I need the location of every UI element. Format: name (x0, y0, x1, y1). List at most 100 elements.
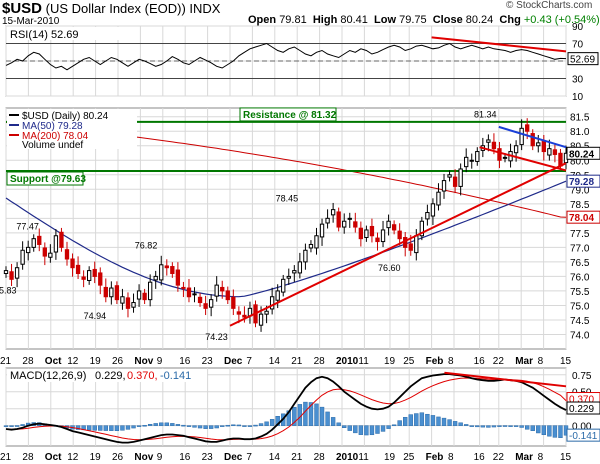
rsi-line (5, 42, 567, 71)
candle-body (125, 297, 131, 309)
candle-body (536, 142, 541, 147)
candle-body (109, 287, 114, 298)
macd-histogram-bar (447, 419, 452, 426)
macd-legend-title: MACD(12,26,9) (10, 370, 86, 382)
macd-histogram-bar (314, 403, 319, 426)
rsi-tick-label: 90 (572, 22, 584, 33)
candle-body (353, 221, 358, 228)
macd-histogram-bar (347, 425, 352, 431)
macd-histogram-bar (92, 425, 97, 431)
macd-histogram-bar (269, 419, 275, 426)
symbol-label: $USD (2, 0, 43, 17)
price-annotation: 77.47 (16, 222, 39, 232)
candle-body (325, 217, 330, 224)
macd-histogram-bar (75, 425, 81, 430)
candle-body (3, 270, 9, 275)
macd-legend-signal: 0.370, (127, 370, 158, 382)
legend-daily: $USD (Daily) 80.24 (22, 111, 109, 122)
candle-body (98, 272, 103, 286)
candle-body (20, 249, 25, 265)
candle-body (502, 156, 508, 159)
candle-body (541, 140, 546, 153)
price-annotation: 78.45 (276, 193, 299, 203)
candle-body (53, 235, 59, 253)
macd-histogram-bar (14, 425, 20, 427)
rsi-tick-label: 30 (572, 75, 584, 86)
price-legend-bg (7, 109, 137, 149)
macd-x-tick-label: 9 (157, 452, 163, 463)
candle-body (87, 270, 92, 281)
chart-date: 15-Mar-2010 (2, 16, 60, 27)
candle-body (120, 296, 125, 304)
price-annotation: 74.23 (205, 332, 228, 342)
price-trendline (479, 146, 567, 172)
macd-histogram-bar (336, 422, 341, 426)
symbol-name: (US Dollar Index (EOD)) (45, 1, 186, 16)
macd-trendline (444, 371, 567, 388)
price-x-tick-label: Dec (224, 356, 243, 367)
candle-body (269, 296, 275, 310)
candle-body (197, 296, 203, 304)
macd-histogram-bar (147, 423, 153, 426)
macd-tick-label: 0.75 (572, 371, 592, 382)
candle-body (425, 212, 430, 220)
macd-histogram-bar (231, 424, 236, 427)
macd-x-tick-label: 11 (358, 452, 369, 463)
macd-histogram-bar (491, 425, 497, 428)
candle-body (92, 268, 97, 277)
macd-histogram-bar (3, 425, 9, 427)
exchange-label: INDX (189, 1, 221, 16)
macd-x-tick-label: 7 (246, 452, 252, 463)
macd-histogram-bar (197, 425, 203, 429)
close-value: 80.24 (465, 14, 494, 26)
rsi-legend: RSI(14) 52.69 (10, 29, 78, 41)
macd-histogram-bar (236, 424, 242, 427)
price-trendline (229, 162, 567, 327)
candle-body (142, 292, 147, 301)
macd-histogram-bar (120, 425, 125, 431)
legend-ma200: MA(200) 78.04 (22, 131, 89, 142)
macd-x-tick-label: 2010 (336, 452, 359, 463)
macd-x-tick-label: 16 (474, 452, 486, 463)
macd-x-tick-label: Dec (224, 452, 243, 463)
price-tick-label: 77.5 (570, 229, 590, 240)
macd-x-tick-label: 8 (538, 452, 544, 463)
candle-body (59, 231, 64, 248)
macd-histogram-bar (142, 424, 147, 427)
macd-histogram-bar (203, 425, 208, 429)
price-x-tick-label: 26 (112, 356, 124, 367)
candle-body (136, 290, 142, 300)
candle-body (497, 148, 502, 161)
price-annotation: 75.83 (0, 285, 17, 295)
macd-x-tick-label: 22 (493, 452, 505, 463)
macd-histogram-bar (558, 425, 563, 438)
macd-histogram-bar (325, 411, 330, 426)
candle-body (452, 176, 458, 187)
macd-histogram-bar (208, 425, 214, 429)
price-annotation: 76.82 (135, 241, 158, 251)
macd-histogram-bar (136, 425, 142, 427)
macd-histogram-bar (98, 425, 103, 431)
macd-histogram-bar (519, 425, 524, 428)
macd-histogram-bar (247, 425, 253, 427)
candle-body (530, 133, 535, 147)
candle-body (103, 286, 108, 298)
macd-histogram-bar (109, 425, 114, 431)
macd-histogram-bar (547, 425, 552, 437)
macd-x-tick-label: 21 (291, 452, 303, 463)
candle-body (297, 261, 303, 274)
price-x-tick-label: 19 (384, 356, 396, 367)
price-x-tick-label: Oct (45, 356, 62, 367)
ma50-value-label: 79.28 (569, 177, 594, 188)
candle-body (264, 310, 269, 315)
candle-body (181, 286, 186, 289)
price-x-tick-label: 14 (269, 356, 281, 367)
candle-body (26, 246, 31, 254)
price-tick-label: 81.0 (570, 127, 590, 138)
macd-histogram-bar (408, 414, 413, 426)
macd-histogram-bar (414, 413, 419, 426)
macd-histogram-bar (436, 416, 441, 426)
macd-value-label: -0.141 (569, 431, 598, 442)
rsi-tick-label: 70 (572, 40, 584, 51)
ma200-value-label: 78.04 (569, 213, 594, 224)
